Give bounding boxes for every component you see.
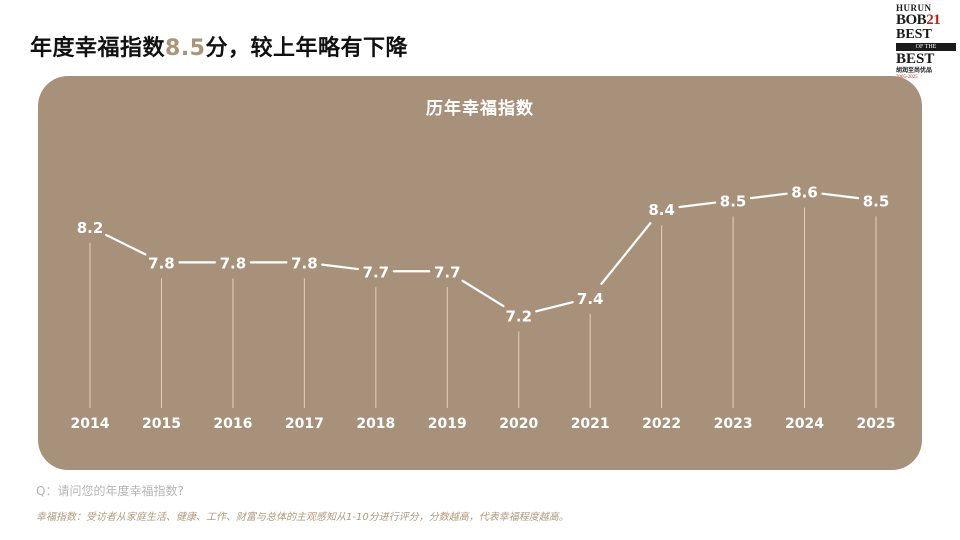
x-tick-label-2019: 2019 — [428, 416, 467, 432]
data-label-2014: 8.2 — [77, 219, 104, 237]
line-chart: 8.2 7.8 7.8 7.8 7.7 7.7 7.2 7.4 8.4 8.5 8.6 8.5 2014… — [71, 183, 896, 432]
data-label-2017: 7.8 — [291, 254, 318, 272]
data-label-2016: 7.8 — [220, 254, 247, 272]
series-segment-2020-2021 — [535, 301, 574, 313]
footnote: 幸福指数：受访者从家庭生活、健康、工作、财富与总体的主观感知从1-10分进行评分… — [36, 512, 569, 523]
chart-title: 历年幸福指数 — [426, 99, 534, 119]
hurun-bob-logo: HURUN BOB21 BEST OF THE BEST 胡润至尚优品 2005… — [896, 4, 956, 84]
x-tick-label-2017: 2017 — [285, 416, 324, 432]
series-segment-2019-2020 — [461, 279, 505, 308]
x-tick-label-2021: 2021 — [571, 416, 610, 432]
x-tick-label-2024: 2024 — [785, 416, 824, 432]
data-label-2018: 7.7 — [363, 263, 390, 281]
survey-question: Q：请问您的年度幸福指数? — [36, 484, 184, 498]
data-label-2020: 7.2 — [505, 308, 532, 326]
title-suffix: 分，较上年略有下降 — [205, 36, 409, 61]
x-tick-label-2018: 2018 — [356, 416, 395, 432]
data-label-2024: 8.6 — [791, 183, 818, 201]
series-segment-2022-2023 — [678, 201, 717, 209]
data-label-2022: 8.4 — [648, 201, 675, 219]
data-label-2019: 7.7 — [434, 263, 461, 281]
series-segment-2024-2025 — [821, 192, 860, 200]
series-segment-2021-2022 — [600, 222, 652, 285]
data-label-2015: 7.8 — [148, 254, 175, 272]
title-prefix: 年度幸福指数 — [30, 36, 166, 61]
x-tick-label-2023: 2023 — [714, 416, 753, 432]
series-segment-2017-2018 — [321, 263, 360, 271]
x-tick-label-2014: 2014 — [71, 416, 110, 432]
x-tick-label-2015: 2015 — [142, 416, 181, 432]
x-tick-label-2016: 2016 — [213, 416, 252, 432]
chart-panel: 历年幸福指数 8.2 7.8 7.8 7.8 7.7 7.7 7.2 7.4 8.4 8.5 8.6… — [38, 76, 922, 470]
series-segment-2014-2015 — [105, 233, 147, 256]
data-label-2021: 7.4 — [577, 290, 604, 308]
x-tick-label-2025: 2025 — [857, 416, 896, 432]
title-value: 8.5 — [165, 36, 206, 61]
page-title: 年度幸福指数8.5分，较上年略有下降 — [30, 30, 408, 62]
series-segment-2023-2024 — [749, 192, 788, 200]
data-label-2025: 8.5 — [863, 192, 890, 210]
x-tick-label-2020: 2020 — [499, 416, 538, 432]
x-tick-label-2022: 2022 — [642, 416, 681, 432]
data-label-2023: 8.5 — [720, 192, 747, 210]
